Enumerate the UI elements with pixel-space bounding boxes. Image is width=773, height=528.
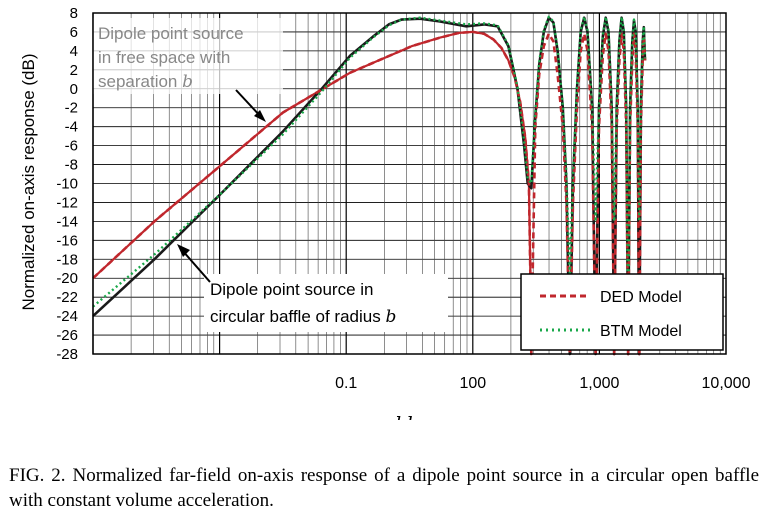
y-tick-label: -8 [65,157,78,174]
y-tick-label: -28 [56,346,78,363]
annotation-baffle-arrow [181,249,211,283]
annotation-baffle-line-2: circular baffle of radius [210,307,385,326]
y-tick-label: -4 [65,119,78,136]
svg-text:separation b: separation b [98,72,193,92]
x-tick-label: 1,000 [579,375,619,392]
y-tick-label: 0 [70,81,78,98]
annotation-free-space-arrowhead [254,110,266,122]
y-tick-label: -26 [56,327,78,344]
y-tick-label: -16 [56,232,78,249]
x-tick-label: 10,000 [702,375,751,392]
y-tick-label: -14 [56,213,78,230]
annotation-free-space-line-3: separation [98,72,182,91]
annotation-free-space-b: b [182,72,193,92]
svg-text:in free space with: in free space with [98,48,230,67]
annotation-baffle: Dipole point source in circular baffle o… [177,244,448,332]
tick-labels: 8 6 4 2 0 -2 -4 -6 -8 -10-12 -14 -16 -18 -20 -22 -24 -26… [56,5,750,392]
annotation-free-space: Dipole point source in free space with s… [93,18,283,122]
y-tick-label: -10 [56,176,78,193]
figure-caption: FIG. 2. Normalized far-field on-axis res… [9,465,759,511]
y-tick-label: 8 [70,5,78,22]
y-tick-label: 2 [70,62,78,79]
legend-btm-label: BTM Model [600,323,682,340]
y-axis-label: Normalized on-axis response (dB) [19,54,38,311]
y-tick-label: -22 [56,289,78,306]
y-tick-label: -20 [56,270,78,287]
svg-text:Dipole point source in: Dipole point source in [210,280,373,299]
x-tick-label: 100 [459,375,486,392]
legend-ded-label: DED Model [600,289,682,306]
y-tick-label: -12 [56,194,78,211]
x-axis-label: kb [395,413,419,420]
svg-text:circular baffle of radius b: circular baffle of radius b [210,307,396,327]
annotation-free-space-line-1: Dipole point source [98,24,244,43]
legend: DED Model BTM Model [520,273,724,351]
y-tick-label: -24 [56,308,78,325]
annotation-baffle-b: b [385,307,396,327]
annotation-free-space-line-2: in free space with [98,48,230,67]
y-tick-label: -18 [56,251,78,268]
on-axis-response-chart: 8 6 4 2 0 -2 -4 -6 -8 -10-12 -14 -16 -18 -20 -22 -24 -26… [19,5,751,420]
plot-frame [92,12,727,355]
y-tick-label: -6 [65,138,78,155]
y-tick-label: 4 [70,43,78,60]
annotation-baffle-arrowhead [177,244,190,257]
annotation-baffle-line-1: Dipole point source in [210,280,373,299]
y-tick-label: 6 [70,24,78,41]
x-tick-label: 0.1 [335,375,357,392]
svg-text:Dipole point source: Dipole point source [98,24,244,43]
y-tick-label: -2 [65,100,78,117]
